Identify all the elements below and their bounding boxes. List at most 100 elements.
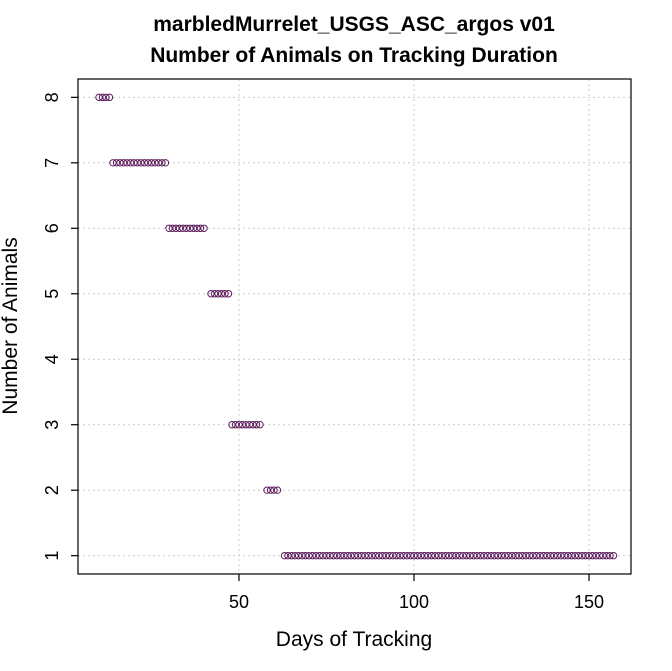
data-point <box>431 551 439 560</box>
axis-ticks: 50 100 150 1 2 3 4 5 6 7 8 <box>42 92 604 612</box>
data-point <box>322 551 331 560</box>
data-point <box>459 551 467 560</box>
data-point <box>350 551 359 560</box>
data-point <box>357 551 366 560</box>
data-point <box>109 159 117 167</box>
data-point <box>525 551 534 560</box>
data-point <box>301 551 310 560</box>
y-tick-label: 2 <box>42 485 62 495</box>
data-point <box>287 551 296 560</box>
data-point <box>385 551 394 560</box>
data-point <box>588 551 597 560</box>
data-point <box>473 551 481 560</box>
data-point <box>200 224 208 232</box>
data-point <box>406 551 415 560</box>
x-axis-label: Days of Tracking <box>276 628 432 651</box>
data-point <box>564 551 572 560</box>
data-point <box>585 551 593 560</box>
data-point <box>95 93 103 102</box>
data-point <box>245 421 254 429</box>
data-point <box>424 551 432 560</box>
plot-frame <box>77 78 632 575</box>
data-point <box>455 551 464 560</box>
data-point <box>273 486 282 494</box>
data-point <box>529 551 537 560</box>
y-axis-label: Number of Animals <box>0 237 22 414</box>
data-point <box>333 551 341 560</box>
data-point <box>224 290 233 298</box>
data-point <box>504 551 513 560</box>
data-point <box>294 551 303 560</box>
data-point <box>102 93 110 102</box>
data-point <box>193 224 201 232</box>
data-point <box>270 486 278 494</box>
x-tick-label: 50 <box>229 592 249 612</box>
data-point <box>441 551 450 560</box>
data-point <box>329 551 338 560</box>
data-point <box>378 551 387 560</box>
data-point <box>214 290 222 298</box>
data-point <box>599 551 607 560</box>
data-point <box>182 224 191 232</box>
data-point <box>501 551 509 560</box>
data-point <box>249 421 257 429</box>
data-point <box>399 551 408 560</box>
data-point <box>343 551 352 560</box>
data-point <box>144 159 152 167</box>
data-point <box>147 159 156 167</box>
data-point <box>511 551 520 560</box>
data-point <box>368 551 376 560</box>
data-point <box>133 159 142 167</box>
data-point <box>371 551 380 560</box>
data-point <box>336 551 345 560</box>
data-point <box>574 551 583 560</box>
data-point <box>165 224 173 232</box>
data-point <box>602 551 611 560</box>
data-point <box>494 551 502 560</box>
x-tick-label: 150 <box>574 592 604 612</box>
data-point <box>210 290 219 298</box>
data-point <box>235 421 243 429</box>
data-point <box>354 551 362 560</box>
data-point <box>410 551 418 560</box>
data-point <box>315 551 324 560</box>
data-point <box>105 93 114 102</box>
data-point <box>186 224 194 232</box>
data-point <box>539 551 548 560</box>
data-point <box>238 421 247 429</box>
data-point <box>242 421 250 429</box>
y-tick-label: 6 <box>42 223 62 233</box>
data-point <box>172 224 180 232</box>
data-point <box>112 159 121 167</box>
data-point <box>151 159 159 167</box>
data-point <box>375 551 383 560</box>
data-point <box>126 159 135 167</box>
grid <box>78 79 631 574</box>
data-point <box>175 224 184 232</box>
data-point <box>522 551 530 560</box>
data-point <box>567 551 576 560</box>
data-point <box>392 551 401 560</box>
data-point <box>476 551 485 560</box>
data-point <box>168 224 177 232</box>
data-point <box>553 551 562 560</box>
data-point <box>592 551 600 560</box>
data-point <box>140 159 149 167</box>
data-point <box>595 551 604 560</box>
data-point <box>445 551 453 560</box>
data-point <box>581 551 590 560</box>
data-point <box>364 551 373 560</box>
data-points <box>95 93 618 560</box>
data-point <box>487 551 495 560</box>
y-tick-label: 1 <box>42 551 62 561</box>
y-tick-label: 5 <box>42 289 62 299</box>
data-point <box>123 159 131 167</box>
data-point <box>434 551 443 560</box>
data-point <box>560 551 569 560</box>
data-point <box>515 551 523 560</box>
data-point <box>508 551 516 560</box>
data-point <box>417 551 425 560</box>
data-point <box>263 486 271 494</box>
data-point <box>217 290 226 298</box>
data-point <box>137 159 145 167</box>
